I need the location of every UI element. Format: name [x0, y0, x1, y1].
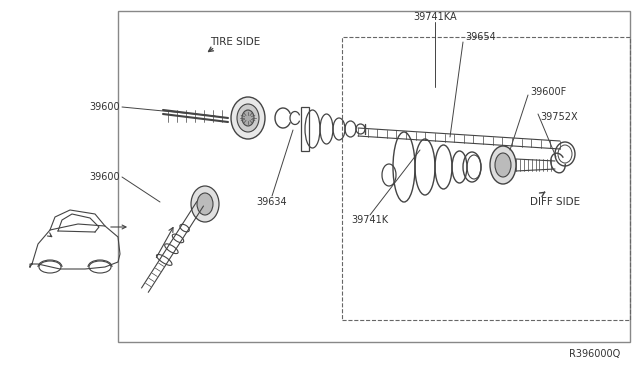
Text: R396000Q: R396000Q [569, 349, 620, 359]
Text: 39600: 39600 [90, 102, 120, 112]
Bar [342, 37, 630, 320]
Ellipse shape [191, 186, 219, 222]
Text: 39600: 39600 [90, 172, 120, 182]
Ellipse shape [197, 193, 213, 215]
Text: 39752X: 39752X [540, 112, 578, 122]
Bar [301, 107, 309, 151]
Ellipse shape [495, 153, 511, 177]
Text: 39741K: 39741K [351, 215, 388, 225]
Text: 39654: 39654 [465, 32, 496, 42]
Text: 39634: 39634 [257, 197, 287, 207]
Ellipse shape [242, 110, 254, 126]
Ellipse shape [237, 104, 259, 132]
Text: 39600F: 39600F [530, 87, 566, 97]
Text: DIFF SIDE: DIFF SIDE [530, 197, 580, 207]
Text: 39741KA: 39741KA [413, 12, 457, 22]
Bar [118, 11, 630, 342]
Ellipse shape [231, 97, 265, 139]
Text: TIRE SIDE: TIRE SIDE [210, 37, 260, 47]
Ellipse shape [490, 146, 516, 184]
